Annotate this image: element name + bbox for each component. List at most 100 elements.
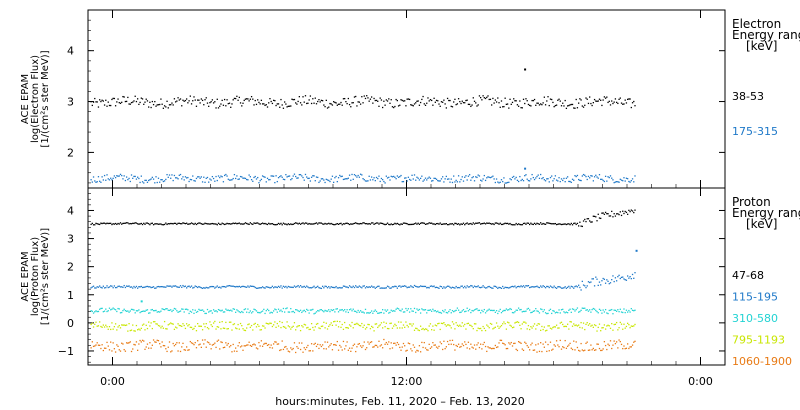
data-point	[386, 309, 389, 311]
data-point	[172, 342, 174, 345]
data-point	[187, 102, 189, 104]
data-point	[606, 348, 608, 351]
data-point	[589, 349, 591, 351]
data-point	[472, 310, 474, 312]
data-point	[248, 100, 250, 102]
data-point	[328, 179, 330, 182]
data-point	[633, 325, 635, 327]
data-point	[580, 342, 582, 345]
data-point	[580, 99, 582, 101]
data-point	[149, 325, 151, 327]
data-point	[527, 222, 530, 224]
data-point	[611, 347, 613, 350]
data-point	[476, 176, 478, 179]
data-point	[350, 325, 352, 327]
data-point	[366, 312, 368, 314]
data-point	[495, 101, 498, 103]
data-point	[230, 285, 232, 287]
data-point	[172, 323, 174, 325]
data-point	[197, 286, 199, 289]
data-point	[595, 100, 597, 102]
data-point	[165, 348, 167, 350]
data-point	[214, 287, 216, 289]
data-point	[144, 101, 146, 103]
data-point	[571, 286, 574, 288]
data-point	[554, 345, 557, 347]
data-point	[232, 323, 234, 326]
data-point	[620, 323, 623, 325]
data-point	[411, 350, 413, 352]
data-point	[472, 176, 474, 178]
data-point	[411, 310, 413, 312]
data-point	[584, 328, 586, 331]
data-point	[270, 344, 272, 346]
data-point	[341, 175, 343, 177]
data-point	[344, 178, 346, 180]
data-point	[122, 286, 124, 289]
data-point	[113, 175, 116, 177]
data-point	[195, 177, 198, 180]
data-point	[118, 324, 120, 327]
data-point	[99, 180, 101, 182]
data-point	[483, 222, 485, 224]
data-point	[279, 223, 281, 225]
data-point	[339, 174, 341, 177]
data-point	[448, 324, 450, 326]
data-point	[263, 176, 265, 178]
data-point	[91, 104, 93, 107]
data-point	[510, 308, 512, 311]
data-point	[203, 104, 205, 106]
data-point	[396, 99, 398, 102]
data-point	[456, 103, 459, 105]
data-point	[624, 327, 626, 329]
data-point	[400, 310, 402, 312]
data-point	[187, 349, 189, 351]
data-point	[232, 99, 234, 101]
data-point	[178, 222, 180, 224]
data-point	[418, 104, 421, 106]
data-point	[499, 222, 501, 224]
data-point	[541, 104, 543, 106]
data-point	[233, 285, 236, 288]
data-point	[106, 310, 108, 313]
data-point	[613, 213, 615, 215]
data-point	[416, 100, 418, 102]
data-point	[237, 99, 239, 101]
data-point	[359, 345, 362, 347]
data-point	[618, 274, 620, 276]
data-point	[466, 179, 468, 181]
data-point	[499, 308, 501, 311]
data-point	[165, 286, 167, 288]
data-point	[503, 321, 505, 323]
data-point	[92, 326, 95, 328]
data-point	[310, 343, 313, 345]
data-point	[445, 222, 447, 225]
data-point	[133, 175, 135, 178]
data-point	[236, 175, 238, 177]
data-point	[129, 329, 131, 332]
data-point	[319, 309, 321, 311]
data-point	[116, 101, 118, 103]
data-point	[500, 100, 503, 102]
data-point	[532, 286, 534, 288]
data-point	[526, 178, 528, 180]
data-point	[90, 323, 92, 326]
data-point	[454, 222, 456, 224]
data-point	[386, 327, 389, 330]
data-point	[285, 174, 287, 176]
data-point	[563, 325, 565, 328]
data-point	[481, 180, 483, 182]
data-point	[454, 98, 456, 100]
data-point	[151, 344, 153, 346]
data-point	[513, 312, 515, 314]
data-point	[455, 222, 457, 225]
data-point	[105, 99, 107, 101]
data-point	[347, 311, 349, 314]
data-point	[155, 341, 157, 343]
data-point	[274, 286, 276, 288]
data-point	[177, 97, 179, 99]
data-point	[170, 309, 172, 311]
data-point	[364, 308, 367, 311]
data-point	[532, 325, 534, 327]
